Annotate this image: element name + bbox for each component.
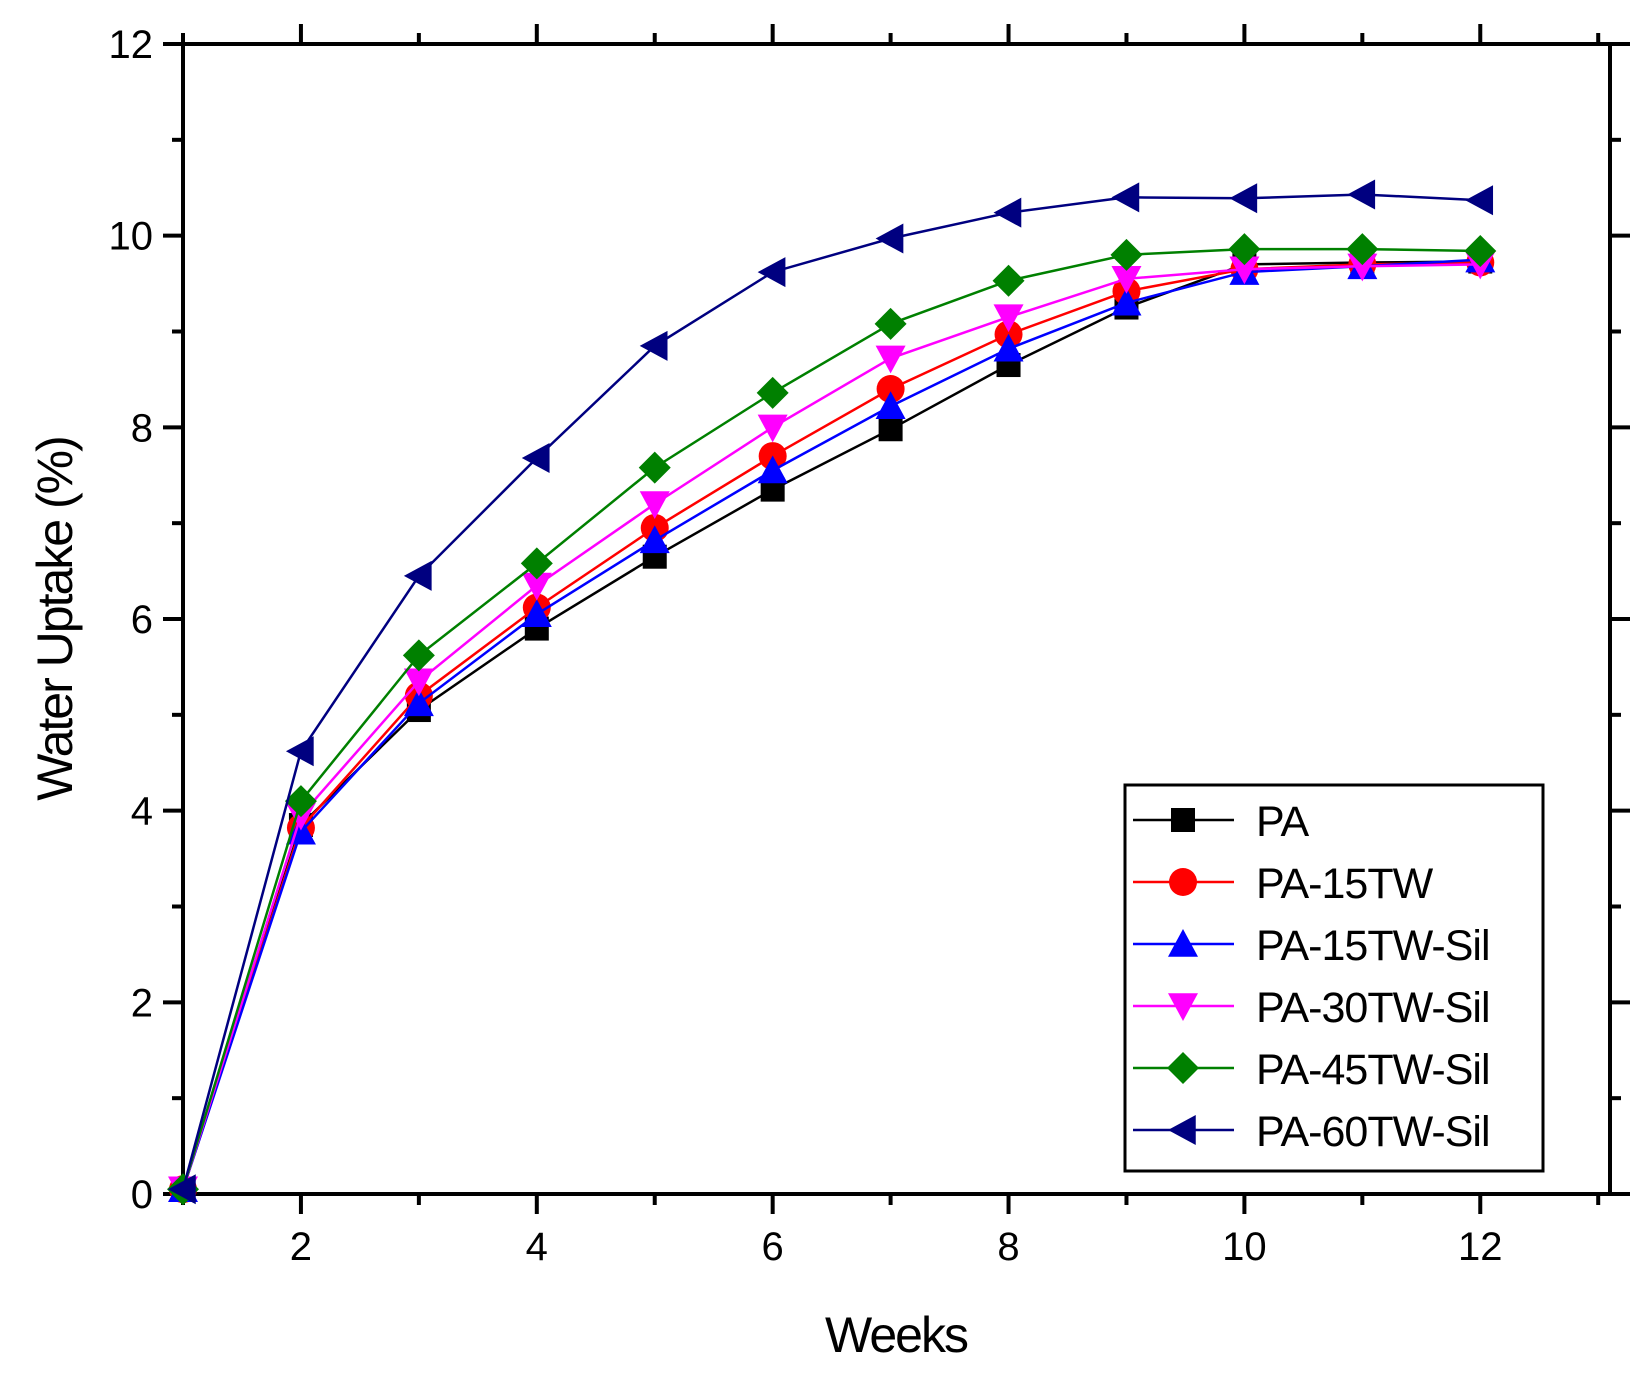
legend-label: PA-15TW xyxy=(1256,860,1434,908)
data-point xyxy=(520,547,553,580)
legend-marker xyxy=(1171,808,1195,832)
data-point xyxy=(402,639,435,672)
data-point xyxy=(403,668,434,697)
data-point xyxy=(1465,185,1494,216)
x-tick-label: 12 xyxy=(1458,1225,1503,1269)
y-tick-label: 0 xyxy=(131,1173,153,1217)
series-line xyxy=(181,247,1481,1190)
axis-ticks xyxy=(163,24,1630,1214)
data-point xyxy=(521,599,552,627)
legend-item: PA xyxy=(1133,798,1310,846)
x-tick-label: 4 xyxy=(526,1225,548,1269)
data-point xyxy=(875,223,904,254)
legend-item: PA-15TW xyxy=(1133,860,1435,908)
legend-item: PA-15TW-Sil xyxy=(1133,922,1491,970)
data-point xyxy=(878,417,903,442)
y-axis-title: Water Uptake (%) xyxy=(27,437,83,800)
data-point xyxy=(874,307,907,340)
data-point xyxy=(757,257,786,288)
legend-item: PA-45TW-Sil xyxy=(1133,1046,1491,1094)
legend-item: PA-60TW-Sil xyxy=(1133,1108,1491,1156)
data-point xyxy=(993,197,1022,228)
data-point xyxy=(284,785,317,818)
data-point xyxy=(875,391,906,419)
x-tick-label: 2 xyxy=(290,1225,312,1269)
legend-label: PA-60TW-Sil xyxy=(1256,1108,1490,1156)
legend-item: PA-30TW-Sil xyxy=(1133,984,1491,1032)
data-point xyxy=(993,304,1024,333)
y-tick-label: 6 xyxy=(131,598,153,642)
series-line xyxy=(181,263,1481,1190)
legend-marker xyxy=(1167,1052,1199,1084)
data-point xyxy=(875,345,906,374)
data-point xyxy=(1110,238,1143,271)
data-point xyxy=(168,1174,196,1205)
y-tick-label: 10 xyxy=(109,215,154,259)
y-tick-label: 4 xyxy=(131,790,153,834)
data-point xyxy=(1111,266,1142,294)
data-point xyxy=(876,375,905,403)
data-point xyxy=(992,264,1025,297)
data-point xyxy=(1347,179,1376,210)
y-tick-label: 12 xyxy=(109,23,154,67)
data-point xyxy=(757,455,788,484)
data-point xyxy=(639,330,668,361)
data-point xyxy=(1464,235,1497,267)
axis-tick-labels: 0 2 4 6 8 10 12 2 4 6 8 10 12 xyxy=(109,23,1503,1269)
data-point xyxy=(639,491,670,519)
x-axis-title: Weeks xyxy=(825,1307,968,1363)
data-point xyxy=(1229,256,1260,285)
series-pa-45tw-sil xyxy=(167,233,1497,1206)
x-tick-label: 6 xyxy=(762,1225,784,1269)
legend-marker xyxy=(1168,929,1198,957)
legend-label: PA-45TW-Sil xyxy=(1256,1046,1490,1094)
data-point xyxy=(285,736,314,767)
series-layer xyxy=(167,179,1497,1206)
data-point xyxy=(1229,183,1258,214)
data-point xyxy=(756,376,789,409)
series-line xyxy=(181,193,1481,1190)
data-point xyxy=(1347,253,1378,282)
legend-marker xyxy=(1168,993,1198,1021)
data-point xyxy=(1111,182,1140,213)
data-point xyxy=(403,560,432,591)
data-point xyxy=(1111,287,1142,316)
data-point xyxy=(757,414,788,443)
data-point xyxy=(1346,233,1379,266)
data-point xyxy=(1228,233,1261,266)
legend-marker xyxy=(1169,868,1197,896)
series-line xyxy=(181,260,1481,1190)
data-point xyxy=(403,688,434,717)
legend-label: PA xyxy=(1256,798,1309,846)
data-point xyxy=(521,443,550,473)
data-point xyxy=(639,525,670,554)
data-point xyxy=(638,451,671,484)
legend-marker xyxy=(1168,1115,1196,1145)
legend-label: PA-15TW-Sil xyxy=(1256,922,1490,970)
series-line xyxy=(181,258,1481,1190)
x-tick-label: 8 xyxy=(997,1225,1019,1269)
y-tick-label: 8 xyxy=(131,406,153,450)
legend-box xyxy=(1123,783,1545,1173)
data-point xyxy=(993,333,1024,362)
y-tick-label: 2 xyxy=(131,981,153,1025)
series-pa-60tw-sil xyxy=(168,179,1494,1205)
x-tick-label: 10 xyxy=(1222,1225,1267,1269)
data-point xyxy=(521,572,552,601)
legend: PA PA-15TW PA-15TW-Sil PA-30TW-Sil PA-45TW-S… xyxy=(1123,783,1545,1173)
legend-label: PA-30TW-Sil xyxy=(1256,984,1490,1032)
